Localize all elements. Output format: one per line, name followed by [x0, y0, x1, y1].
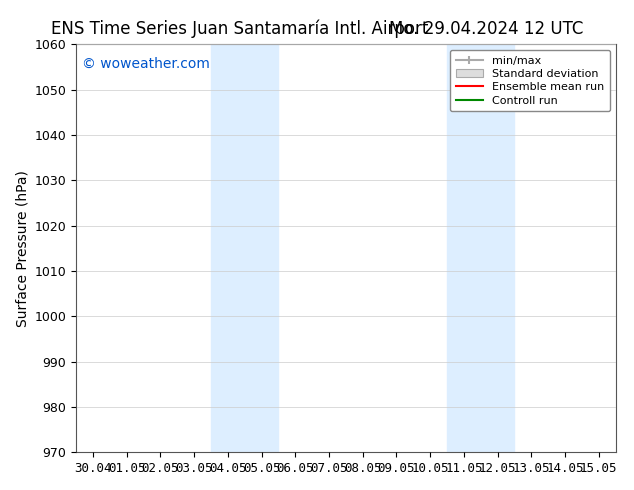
Text: ENS Time Series Juan Santamaría Intl. Airport: ENS Time Series Juan Santamaría Intl. Ai… [51, 20, 428, 38]
Bar [211, 45, 278, 452]
Text: © woweather.com: © woweather.com [82, 57, 209, 71]
Text: Mo. 29.04.2024 12 UTC: Mo. 29.04.2024 12 UTC [389, 20, 583, 38]
Bar [447, 45, 514, 452]
Legend: min/max, Standard deviation, Ensemble mean run, Controll run: min/max, Standard deviation, Ensemble me… [450, 50, 610, 111]
Y-axis label: Surface Pressure (hPa): Surface Pressure (hPa) [15, 170, 29, 327]
